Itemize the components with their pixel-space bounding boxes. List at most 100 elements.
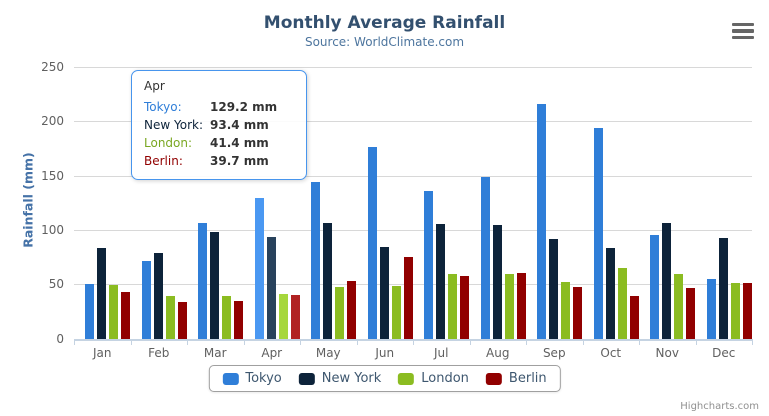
bar-new-york-may[interactable] (323, 223, 332, 339)
x-tick (469, 340, 471, 345)
bar-london-nov[interactable] (674, 274, 683, 339)
x-label-feb: Feb (148, 346, 170, 360)
bar-berlin-feb[interactable] (177, 302, 187, 339)
bar-berlin-jun[interactable] (403, 256, 413, 339)
tooltip-row: Tokyo: 129.2 mm (144, 98, 296, 116)
bar-new-york-nov[interactable] (662, 222, 671, 339)
bar-london-dec[interactable] (730, 282, 740, 339)
bar-group-may (311, 67, 356, 339)
x-label-apr: Apr (261, 346, 283, 360)
bar-tokyo-apr[interactable] (254, 198, 264, 339)
x-label-aug: Aug (486, 346, 510, 360)
bar-berlin-mar[interactable] (234, 301, 243, 339)
chart-subtitle: Source: WorldClimate.com (304, 35, 465, 49)
y-tick-label-150: 150 (41, 168, 64, 183)
bar-london-jan[interactable] (109, 285, 118, 339)
bar-london-aug[interactable] (504, 273, 514, 339)
bar-new-york-sep[interactable] (549, 239, 558, 339)
tooltip-category: Apr (144, 79, 165, 93)
bar-group-apr (254, 67, 300, 339)
bar-group-jan (85, 67, 130, 339)
bar-new-york-feb[interactable] (153, 252, 163, 339)
x-label-jun: Jun (375, 346, 395, 360)
bar-group-sep (537, 67, 582, 339)
legend-label: London (421, 371, 469, 386)
bar-new-york-jul[interactable] (436, 224, 445, 339)
legend-item-new-york[interactable]: New York (298, 371, 382, 386)
bar-tokyo-oct[interactable] (593, 127, 603, 339)
tooltip-row: London: 41.4 mm (144, 134, 296, 152)
x-label-mar: Mar (203, 346, 227, 360)
bar-tokyo-mar[interactable] (198, 222, 207, 339)
bar-london-feb[interactable] (165, 296, 175, 339)
bar-new-york-apr[interactable] (266, 237, 276, 339)
tooltip-series-value: 129.2 mm (210, 100, 278, 114)
bar-group-jul (424, 67, 469, 339)
bar-tokyo-jun[interactable] (367, 147, 377, 339)
bar-tokyo-sep[interactable] (537, 103, 546, 339)
x-label-sep: Sep (542, 346, 566, 360)
bar-tokyo-may[interactable] (311, 182, 320, 339)
legend-item-tokyo[interactable]: Tokyo (222, 371, 282, 386)
bar-tokyo-jul[interactable] (424, 191, 433, 339)
bar-new-york-dec[interactable] (718, 238, 728, 339)
gridline-100 (74, 229, 752, 231)
bar-london-sep[interactable] (561, 281, 570, 339)
gridline-250 (74, 67, 752, 68)
bar-tokyo-feb[interactable] (141, 260, 151, 339)
bar-london-mar[interactable] (222, 295, 231, 339)
tooltip-series-name: Tokyo: (144, 100, 182, 114)
bar-tokyo-nov[interactable] (650, 234, 659, 339)
bar-group-jun (367, 67, 413, 339)
bar-london-jun[interactable] (391, 286, 401, 339)
x-tick (752, 340, 753, 345)
gridline-150 (74, 175, 752, 177)
legend-label: New York (321, 371, 382, 386)
bar-new-york-jan[interactable] (97, 247, 106, 339)
bar-london-may[interactable] (335, 287, 344, 339)
tooltip-series-value: 93.4 mm (210, 118, 269, 132)
x-tick (300, 340, 301, 345)
bar-berlin-jul[interactable] (460, 276, 469, 339)
legend-swatch (398, 372, 415, 385)
legend-item-berlin[interactable]: Berlin (485, 371, 547, 386)
bar-berlin-oct[interactable] (629, 296, 639, 339)
bar-new-york-mar[interactable] (210, 231, 219, 339)
credits-link[interactable]: Highcharts.com (680, 401, 759, 412)
x-label-oct: Oct (600, 346, 622, 360)
bar-london-oct[interactable] (617, 267, 627, 339)
chart-title: Monthly Average Rainfall (263, 13, 506, 33)
bar-berlin-sep[interactable] (573, 286, 582, 339)
bar-new-york-jun[interactable] (379, 246, 389, 339)
bar-berlin-nov[interactable] (686, 287, 695, 339)
y-tick-label-100: 100 (41, 222, 64, 237)
x-label-jul: Jul (434, 346, 449, 360)
tooltip-series-value: 41.4 mm (210, 136, 269, 150)
bar-new-york-oct[interactable] (605, 247, 615, 339)
x-tick (243, 340, 245, 345)
bar-group-mar (198, 67, 243, 339)
bar-london-jul[interactable] (448, 274, 457, 339)
x-label-jan: Jan (93, 346, 112, 360)
x-tick (639, 340, 640, 345)
bar-tokyo-jan[interactable] (85, 284, 94, 339)
bar-new-york-aug[interactable] (492, 225, 502, 339)
bar-berlin-aug[interactable] (516, 272, 526, 339)
x-tick (356, 340, 358, 345)
bar-berlin-apr[interactable] (290, 295, 300, 339)
bar-group-nov (650, 67, 695, 339)
x-tick (413, 340, 414, 345)
legend-item-london[interactable]: London (398, 371, 469, 386)
bar-berlin-jan[interactable] (121, 292, 130, 339)
gridline-200 (74, 121, 752, 123)
bar-berlin-dec[interactable] (742, 283, 752, 339)
bar-group-dec (706, 67, 752, 339)
bar-tokyo-dec[interactable] (706, 279, 716, 339)
hamburger-menu-icon[interactable] (729, 18, 757, 44)
legend-swatch (222, 372, 239, 385)
tooltip-series-name: Berlin: (144, 154, 183, 168)
bar-london-apr[interactable] (278, 293, 288, 339)
bar-tokyo-aug[interactable] (480, 177, 490, 339)
bar-berlin-may[interactable] (347, 281, 356, 339)
